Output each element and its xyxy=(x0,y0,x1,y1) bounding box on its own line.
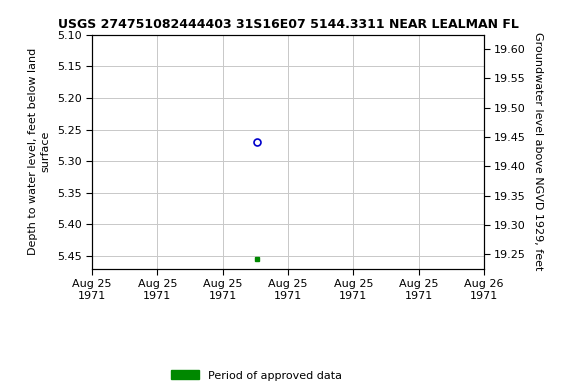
Title: USGS 274751082444403 31S16E07 5144.3311 NEAR LEALMAN FL: USGS 274751082444403 31S16E07 5144.3311 … xyxy=(58,18,518,31)
Y-axis label: Depth to water level, feet below land
surface: Depth to water level, feet below land su… xyxy=(28,48,50,255)
Y-axis label: Groundwater level above NGVD 1929, feet: Groundwater level above NGVD 1929, feet xyxy=(533,33,543,271)
Legend: Period of approved data: Period of approved data xyxy=(167,366,346,384)
